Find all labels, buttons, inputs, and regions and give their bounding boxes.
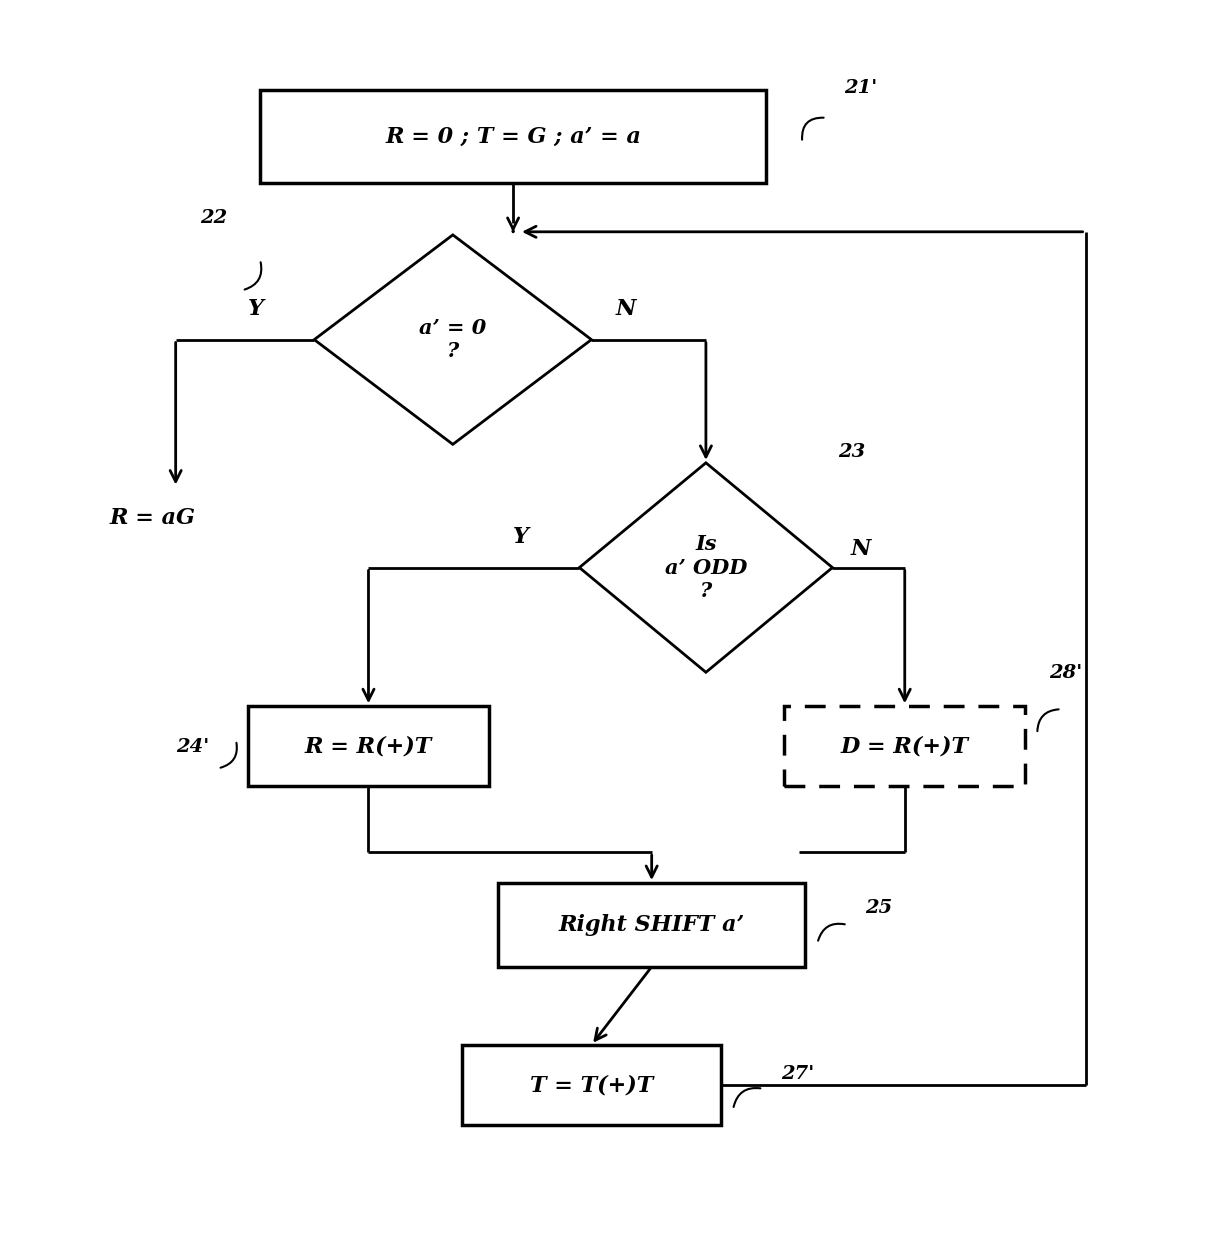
Bar (260, 90, 767, 182)
Text: Y: Y (513, 526, 529, 548)
Text: D = R(+)T: D = R(+)T (841, 735, 969, 758)
Text: Right SHIFT a’: Right SHIFT a’ (558, 913, 745, 936)
Text: 28': 28' (1050, 664, 1082, 683)
Bar (499, 883, 806, 967)
Text: 23: 23 (839, 442, 865, 461)
Text: a’ = 0
?: a’ = 0 ? (419, 318, 486, 361)
Text: R = 0 ; T = G ; a’ = a: R = 0 ; T = G ; a’ = a (385, 126, 641, 147)
Bar (784, 706, 1025, 786)
Text: N: N (616, 298, 636, 320)
Text: R = aG: R = aG (110, 507, 195, 530)
Text: 22: 22 (200, 208, 227, 227)
Polygon shape (579, 462, 833, 673)
Text: T = T(+)T: T = T(+)T (530, 1074, 653, 1096)
Text: 21': 21' (845, 80, 878, 97)
Bar (462, 1045, 720, 1125)
Text: N: N (851, 538, 870, 561)
Text: 25: 25 (865, 898, 892, 917)
Text: Y: Y (247, 298, 263, 320)
Bar (247, 706, 489, 786)
Text: Is
a’ ODD
?: Is a’ ODD ? (664, 535, 747, 601)
Polygon shape (315, 235, 591, 445)
Text: R = R(+)T: R = R(+)T (305, 735, 432, 758)
Text: 24': 24' (176, 739, 208, 756)
Text: 27': 27' (781, 1065, 814, 1083)
